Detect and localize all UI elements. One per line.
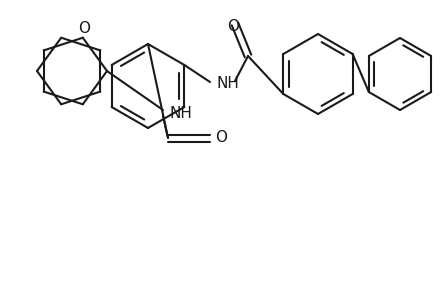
Text: O: O bbox=[78, 21, 90, 36]
Text: NH: NH bbox=[217, 76, 240, 92]
Text: O: O bbox=[227, 19, 239, 34]
Text: NH: NH bbox=[170, 105, 193, 121]
Text: O: O bbox=[215, 130, 227, 146]
